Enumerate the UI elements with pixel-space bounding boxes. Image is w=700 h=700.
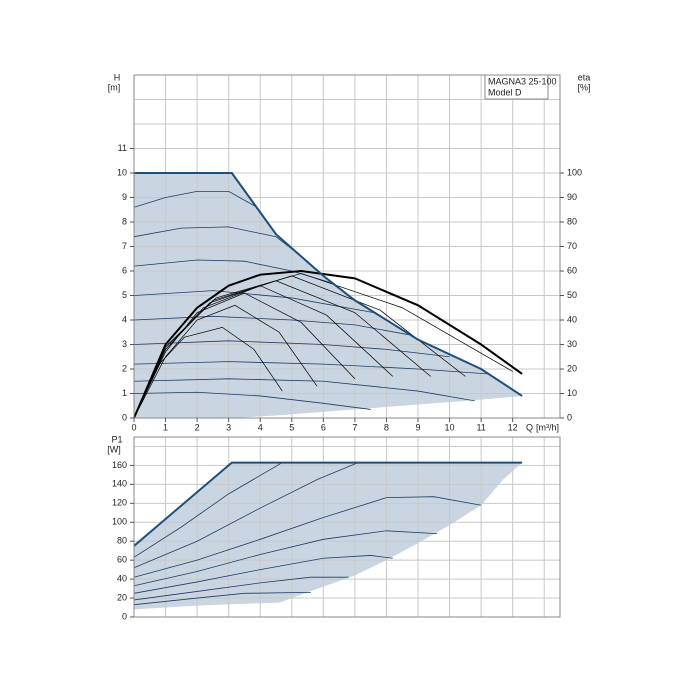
performance-curve [133, 340, 450, 358]
y-tick-label: 10 [117, 167, 127, 177]
efficiency-curve [133, 280, 431, 419]
y-tick-label: 5 [122, 290, 127, 300]
y-tick-label: 11 [118, 143, 127, 153]
chart-title: MAGNA3 25-100 [488, 76, 557, 86]
x-tick-label: 5 [289, 422, 294, 432]
x-tick-label: 8 [384, 422, 389, 432]
y-tick-label: 3 [122, 339, 127, 349]
y2-tick-label: 60 [567, 265, 577, 275]
x-tick-label: 2 [195, 422, 200, 432]
chart-subtitle: Model D [488, 87, 522, 97]
performance-curve [133, 530, 437, 587]
y2-tick-label: 0 [567, 412, 572, 422]
y-tick-label: 0 [122, 611, 127, 621]
y-tick-label: 1 [122, 388, 127, 398]
performance-curve [133, 576, 349, 601]
performance-curve [133, 591, 311, 606]
efficiency-curve [133, 269, 523, 419]
x-axis-unit: [m³/h] [536, 422, 559, 432]
performance-curve [133, 462, 283, 558]
performance-curve [133, 378, 475, 402]
x-tick-label: 3 [226, 422, 231, 432]
x-tick-label: 9 [415, 422, 420, 432]
x-axis-label: Q [526, 422, 533, 432]
y2-axis-unit: [%] [577, 82, 590, 92]
max-curve [134, 172, 523, 397]
operating-area [134, 462, 523, 610]
y-tick-label: 160 [112, 460, 127, 470]
y2-axis-label: eta [578, 72, 591, 82]
y2-tick-label: 20 [567, 363, 577, 373]
performance-curve [133, 462, 359, 569]
y-axis-unit: [m] [108, 82, 121, 92]
x-tick-label: 1 [163, 422, 168, 432]
performance-curve [133, 190, 258, 208]
y-tick-label: 0 [122, 412, 127, 422]
x-tick-label: 12 [508, 422, 518, 432]
y-tick-label: 120 [112, 498, 127, 508]
y2-tick-label: 50 [567, 290, 577, 300]
y2-tick-label: 70 [567, 241, 577, 251]
y-tick-label: 4 [122, 314, 127, 324]
efficiency-curve [133, 304, 318, 419]
y2-tick-label: 100 [567, 167, 582, 177]
title-box [484, 74, 549, 100]
y-axis-unit: [W] [107, 444, 121, 454]
x-tick-label: 7 [352, 422, 357, 432]
x-tick-label: 6 [321, 422, 326, 432]
y2-tick-label: 90 [567, 192, 577, 202]
y-tick-label: 40 [117, 573, 127, 583]
performance-curve [133, 290, 374, 314]
performance-curve [133, 361, 488, 375]
x-tick-label: 11 [476, 422, 485, 432]
x-tick-label: 10 [445, 422, 455, 432]
y-tick-label: 60 [117, 555, 127, 565]
y2-tick-label: 30 [567, 339, 577, 349]
y-tick-label: 9 [122, 192, 127, 202]
y-tick-label: 8 [122, 216, 127, 226]
x-tick-label: 4 [258, 422, 263, 432]
max-curve [133, 461, 523, 547]
x-tick-label: 0 [131, 422, 136, 432]
y-tick-label: 100 [112, 517, 127, 527]
y-tick-label: 7 [122, 241, 127, 251]
y2-tick-label: 10 [567, 388, 577, 398]
y-axis-label: H [114, 72, 121, 82]
y2-tick-label: 40 [567, 314, 577, 324]
y2-tick-label: 80 [567, 216, 577, 226]
y-tick-label: 80 [117, 536, 127, 546]
plot-frame [133, 436, 561, 618]
y-tick-label: 6 [122, 265, 127, 275]
performance-curve [133, 555, 393, 594]
performance-curve [133, 391, 371, 410]
performance-curve [133, 496, 482, 578]
y-tick-label: 2 [122, 363, 127, 373]
y-tick-label: 140 [112, 479, 127, 489]
y-axis-label: P1 [111, 434, 122, 444]
y-tick-label: 20 [117, 592, 127, 602]
efficiency-curve [133, 292, 356, 419]
performance-curve [133, 315, 409, 336]
performance-curve [133, 226, 299, 255]
